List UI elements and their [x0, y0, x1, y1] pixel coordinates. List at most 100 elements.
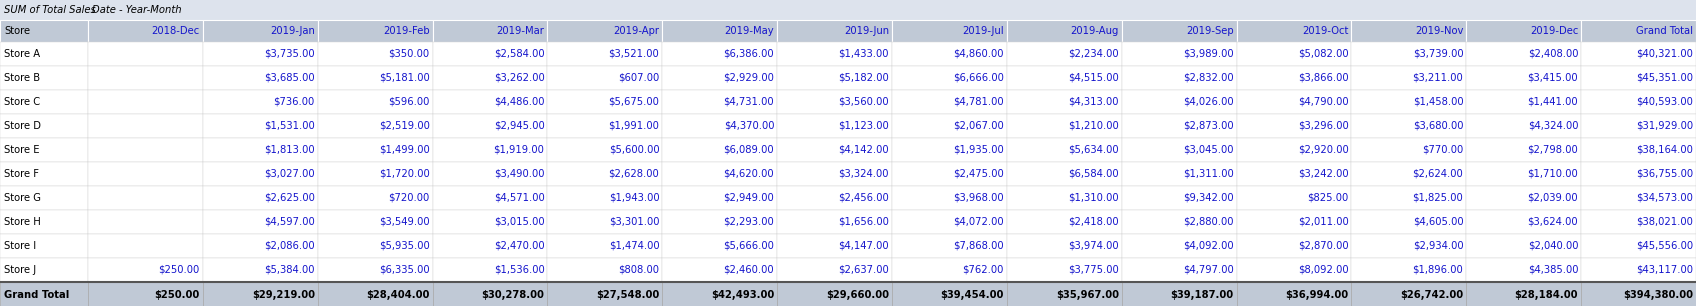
- Bar: [777, 258, 892, 282]
- Bar: [1467, 20, 1581, 42]
- Bar: [1007, 186, 1121, 210]
- Text: Store A: Store A: [3, 49, 41, 59]
- Text: $3,324.00: $3,324.00: [838, 169, 889, 179]
- Bar: [88, 42, 204, 66]
- Bar: [548, 282, 661, 306]
- Bar: [777, 20, 892, 42]
- Bar: [661, 42, 777, 66]
- Bar: [0, 42, 88, 66]
- Text: $2,234.00: $2,234.00: [1068, 49, 1119, 59]
- Text: $4,731.00: $4,731.00: [724, 97, 773, 107]
- Bar: [0, 258, 88, 282]
- Text: $1,310.00: $1,310.00: [1068, 193, 1119, 203]
- Text: $4,147.00: $4,147.00: [838, 241, 889, 251]
- Bar: [892, 162, 1007, 186]
- Text: 2019-Aug: 2019-Aug: [1070, 26, 1119, 36]
- Bar: [1121, 66, 1236, 90]
- Text: $825.00: $825.00: [1308, 193, 1348, 203]
- Bar: [548, 66, 661, 90]
- Bar: [1467, 234, 1581, 258]
- Text: $6,584.00: $6,584.00: [1068, 169, 1119, 179]
- Bar: [548, 162, 661, 186]
- Text: $1,536.00: $1,536.00: [494, 265, 544, 275]
- Text: $6,335.00: $6,335.00: [378, 265, 429, 275]
- Text: $2,949.00: $2,949.00: [724, 193, 773, 203]
- Bar: [892, 210, 1007, 234]
- Bar: [892, 114, 1007, 138]
- Text: $2,880.00: $2,880.00: [1184, 217, 1233, 227]
- Bar: [1467, 114, 1581, 138]
- Text: $4,571.00: $4,571.00: [494, 193, 544, 203]
- Text: 2019-Mar: 2019-Mar: [497, 26, 544, 36]
- Bar: [1007, 234, 1121, 258]
- Text: $2,470.00: $2,470.00: [494, 241, 544, 251]
- Bar: [432, 42, 548, 66]
- Bar: [661, 282, 777, 306]
- Bar: [204, 162, 317, 186]
- Text: 2019-Jul: 2019-Jul: [962, 26, 1004, 36]
- Text: $770.00: $770.00: [1421, 145, 1464, 155]
- Bar: [1581, 138, 1696, 162]
- Bar: [1236, 66, 1352, 90]
- Text: $4,860.00: $4,860.00: [953, 49, 1004, 59]
- Text: $2,067.00: $2,067.00: [953, 121, 1004, 131]
- Text: $4,486.00: $4,486.00: [494, 97, 544, 107]
- Bar: [548, 186, 661, 210]
- Bar: [0, 162, 88, 186]
- Text: 2019-Jun: 2019-Jun: [845, 26, 889, 36]
- Bar: [1236, 42, 1352, 66]
- Bar: [1581, 114, 1696, 138]
- Text: $4,142.00: $4,142.00: [838, 145, 889, 155]
- Bar: [317, 114, 432, 138]
- Text: $2,929.00: $2,929.00: [722, 73, 773, 83]
- Text: $35,967.00: $35,967.00: [1055, 290, 1119, 300]
- Bar: [1007, 258, 1121, 282]
- Bar: [432, 234, 548, 258]
- Text: $29,219.00: $29,219.00: [251, 290, 315, 300]
- Text: $2,519.00: $2,519.00: [378, 121, 429, 131]
- Bar: [892, 42, 1007, 66]
- Text: $36,994.00: $36,994.00: [1286, 290, 1348, 300]
- Bar: [1121, 138, 1236, 162]
- Text: $3,045.00: $3,045.00: [1184, 145, 1233, 155]
- Text: $3,866.00: $3,866.00: [1297, 73, 1348, 83]
- Text: 2019-Dec: 2019-Dec: [1530, 26, 1579, 36]
- Text: $736.00: $736.00: [273, 97, 315, 107]
- Text: $3,974.00: $3,974.00: [1068, 241, 1119, 251]
- Bar: [317, 20, 432, 42]
- Text: $2,870.00: $2,870.00: [1297, 241, 1348, 251]
- Text: $2,625.00: $2,625.00: [265, 193, 315, 203]
- Text: 2019-May: 2019-May: [724, 26, 773, 36]
- Bar: [88, 114, 204, 138]
- Bar: [1467, 42, 1581, 66]
- Bar: [317, 90, 432, 114]
- Text: $26,742.00: $26,742.00: [1401, 290, 1464, 300]
- Text: $31,929.00: $31,929.00: [1637, 121, 1693, 131]
- Bar: [432, 162, 548, 186]
- Text: $3,301.00: $3,301.00: [609, 217, 660, 227]
- Bar: [1007, 66, 1121, 90]
- Text: $250.00: $250.00: [154, 290, 200, 300]
- Bar: [88, 210, 204, 234]
- Bar: [317, 282, 432, 306]
- Text: $1,720.00: $1,720.00: [378, 169, 429, 179]
- Text: $4,026.00: $4,026.00: [1182, 97, 1233, 107]
- Bar: [204, 258, 317, 282]
- Text: $3,296.00: $3,296.00: [1297, 121, 1348, 131]
- Bar: [88, 66, 204, 90]
- Bar: [1236, 138, 1352, 162]
- Bar: [432, 282, 548, 306]
- Bar: [1236, 20, 1352, 42]
- Text: $1,458.00: $1,458.00: [1413, 97, 1464, 107]
- Bar: [0, 114, 88, 138]
- Bar: [548, 138, 661, 162]
- Text: $250.00: $250.00: [159, 265, 200, 275]
- Text: $1,991.00: $1,991.00: [609, 121, 660, 131]
- Bar: [1236, 210, 1352, 234]
- Text: $29,660.00: $29,660.00: [826, 290, 889, 300]
- Text: Store B: Store B: [3, 73, 41, 83]
- Bar: [548, 210, 661, 234]
- Bar: [317, 234, 432, 258]
- Bar: [777, 90, 892, 114]
- Bar: [1236, 114, 1352, 138]
